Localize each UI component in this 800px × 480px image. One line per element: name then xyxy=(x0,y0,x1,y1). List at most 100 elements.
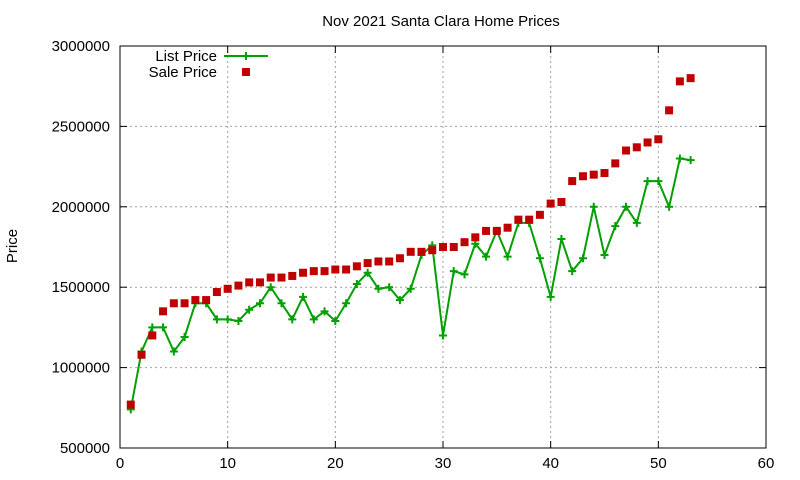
y-tick-label: 1000000 xyxy=(52,360,110,377)
legend-sale-price-marker xyxy=(242,68,250,76)
sale-price-point xyxy=(245,278,254,287)
sale-price-point xyxy=(320,267,329,276)
list-price-point xyxy=(245,305,254,314)
sale-price-point xyxy=(309,267,318,276)
sale-price-point xyxy=(406,247,415,256)
sale-price-point xyxy=(632,143,641,152)
sale-price-point xyxy=(148,331,157,340)
sale-price-point xyxy=(686,74,695,83)
sale-price-point xyxy=(385,257,394,266)
list-price-line xyxy=(129,157,691,410)
sale-price-point xyxy=(191,296,200,305)
list-price-point xyxy=(288,315,297,324)
sale-price-point xyxy=(439,243,447,251)
sale-price-point xyxy=(568,177,577,186)
list-price-point xyxy=(675,154,684,163)
sale-price-point xyxy=(212,288,221,297)
list-price-point xyxy=(589,202,598,211)
sale-price-point xyxy=(223,284,232,293)
list-price-point xyxy=(665,202,674,211)
x-tick-label: 60 xyxy=(758,455,775,472)
list-price-point xyxy=(406,284,415,293)
list-price-point xyxy=(578,254,587,263)
x-tick-label: 50 xyxy=(650,455,667,472)
sale-price-point xyxy=(288,271,297,280)
list-price-point xyxy=(643,177,652,186)
x-tick-label: 30 xyxy=(435,455,452,472)
list-price-point xyxy=(320,307,329,316)
legend-sale-price-label: Sale Price xyxy=(149,64,217,81)
sale-price-point xyxy=(557,197,566,206)
sale-price-point xyxy=(535,210,544,219)
list-price-point xyxy=(331,316,340,325)
chart-title: Nov 2021 Santa Clara Home Prices xyxy=(322,13,560,30)
sale-price-point xyxy=(503,223,512,232)
sale-price-point xyxy=(492,226,501,235)
y-tick-label: 2500000 xyxy=(52,118,110,135)
x-tick-label: 10 xyxy=(219,455,236,472)
sale-price-point xyxy=(159,307,168,316)
x-tick-label: 40 xyxy=(542,455,559,472)
list-price-point xyxy=(299,292,308,301)
sale-price-point xyxy=(460,238,469,247)
sale-price-point xyxy=(169,299,178,308)
list-price-point xyxy=(212,315,221,324)
list-price-point xyxy=(568,267,577,276)
list-price-point xyxy=(439,331,447,340)
sale-price-point xyxy=(266,273,275,282)
sale-price-point xyxy=(482,226,491,235)
list-price-point xyxy=(622,202,631,211)
sale-price-point xyxy=(331,265,340,274)
list-price-point xyxy=(159,323,168,332)
sale-price-point xyxy=(137,350,146,359)
sale-price-point xyxy=(395,254,404,263)
sale-price-point xyxy=(525,215,534,224)
sale-price-point xyxy=(654,135,663,144)
list-price-point xyxy=(611,222,620,231)
list-price-point xyxy=(385,283,394,292)
list-price-point xyxy=(535,254,544,263)
sale-price-point xyxy=(126,400,135,409)
list-price-point xyxy=(503,252,512,261)
sale-price-point xyxy=(202,296,211,305)
list-price-point xyxy=(557,234,566,243)
list-price-point xyxy=(686,156,695,165)
list-price-point xyxy=(460,270,469,279)
sale-price-point xyxy=(255,278,264,287)
sale-price-point xyxy=(665,106,674,115)
list-price-point xyxy=(148,323,157,332)
sale-price-point xyxy=(277,273,286,282)
sale-price-point xyxy=(643,138,652,147)
list-price-point xyxy=(449,267,458,276)
list-price-point xyxy=(309,315,318,324)
sale-price-point xyxy=(589,170,598,179)
sale-price-point xyxy=(180,299,189,308)
list-price-point xyxy=(223,315,232,324)
list-price-point xyxy=(600,251,609,260)
tick-layer: 0 10 20 30 40 50 60 500000 1000000 1500000 2000000… xyxy=(52,38,775,472)
sale-price-point xyxy=(342,265,351,274)
sale-price-point xyxy=(546,199,555,208)
y-tick-label: 2000000 xyxy=(52,199,110,216)
list-price-point xyxy=(342,299,351,308)
list-price-point xyxy=(363,268,372,277)
legend-list-price-marker xyxy=(242,52,250,60)
y-axis-label: Price xyxy=(4,229,21,263)
x-tick-label: 20 xyxy=(327,455,344,472)
sale-price-point xyxy=(352,262,361,271)
list-price-point xyxy=(395,296,404,305)
sale-price-point xyxy=(428,246,437,255)
sale-price-point xyxy=(234,281,243,290)
list-price-point xyxy=(180,333,189,342)
sale-price-point xyxy=(578,172,587,181)
legend-list-price-label: List Price xyxy=(155,48,217,65)
sale-price-point xyxy=(611,159,620,168)
x-tick-label: 0 xyxy=(116,455,124,472)
sale-price-point xyxy=(417,247,426,256)
sale-price-point xyxy=(374,257,383,266)
list-price-point xyxy=(654,177,663,186)
sale-price-point xyxy=(471,233,480,242)
sale-price-point xyxy=(514,215,523,224)
